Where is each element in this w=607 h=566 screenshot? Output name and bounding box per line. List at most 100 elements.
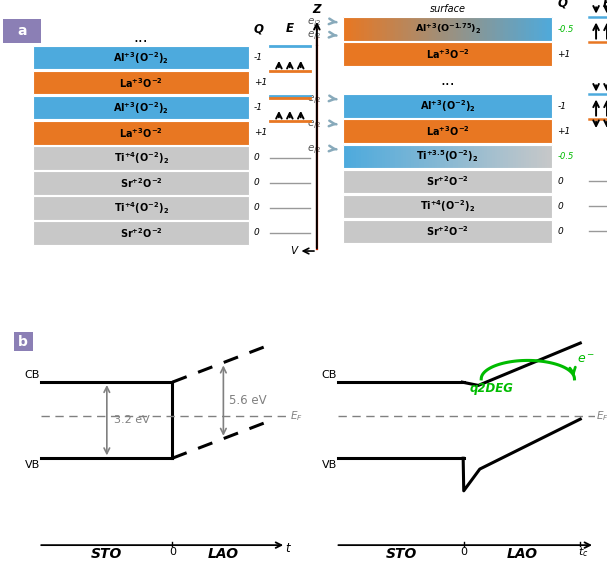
- Bar: [382, 18, 385, 41]
- Text: 0: 0: [254, 178, 259, 187]
- Bar: [364, 18, 367, 41]
- Text: VB: VB: [24, 460, 40, 470]
- Bar: [356, 144, 359, 168]
- Bar: [513, 144, 517, 168]
- Bar: [427, 18, 430, 41]
- Bar: [343, 18, 552, 41]
- Bar: [421, 18, 425, 41]
- Text: 0: 0: [254, 153, 259, 162]
- Text: -0.5: -0.5: [557, 152, 574, 161]
- Bar: [435, 18, 438, 41]
- Bar: [469, 18, 472, 41]
- Text: $E_F$: $E_F$: [596, 409, 607, 423]
- Bar: [409, 18, 412, 41]
- Bar: [33, 96, 249, 119]
- Bar: [503, 18, 506, 41]
- Text: Z: Z: [313, 3, 321, 16]
- Bar: [495, 144, 498, 168]
- Text: $e_{/2}$: $e_{/2}$: [307, 119, 322, 132]
- Bar: [427, 144, 430, 168]
- Bar: [406, 18, 409, 41]
- Bar: [432, 144, 435, 168]
- Bar: [33, 46, 249, 70]
- Bar: [521, 18, 524, 41]
- Bar: [461, 18, 464, 41]
- Bar: [448, 144, 451, 168]
- Bar: [495, 18, 498, 41]
- Bar: [476, 18, 480, 41]
- Bar: [351, 144, 354, 168]
- Text: $\mathregular{Ti^{+3.5}(O^{-2})_2}$: $\mathregular{Ti^{+3.5}(O^{-2})_2}$: [416, 148, 479, 164]
- Bar: [398, 144, 401, 168]
- Bar: [542, 18, 545, 41]
- Bar: [361, 18, 364, 41]
- Bar: [367, 144, 370, 168]
- Bar: [437, 18, 441, 41]
- Bar: [33, 146, 249, 170]
- Bar: [33, 121, 249, 144]
- Bar: [518, 18, 521, 41]
- Bar: [348, 18, 351, 41]
- Bar: [409, 144, 412, 168]
- Bar: [416, 18, 419, 41]
- Bar: [393, 18, 396, 41]
- Text: $\mathregular{Sr^{+2}O^{-2}}$: $\mathregular{Sr^{+2}O^{-2}}$: [426, 225, 469, 238]
- Text: +1: +1: [557, 127, 571, 136]
- Bar: [401, 18, 404, 41]
- Text: a: a: [17, 24, 27, 38]
- Bar: [429, 18, 433, 41]
- Bar: [471, 18, 475, 41]
- Text: 0: 0: [557, 202, 563, 211]
- Text: $\mathregular{Ti^{+4}(O^{-2})_2}$: $\mathregular{Ti^{+4}(O^{-2})_2}$: [114, 150, 169, 166]
- Text: $\mathregular{Ti^{+4}(O^{-2})_2}$: $\mathregular{Ti^{+4}(O^{-2})_2}$: [420, 199, 475, 215]
- Bar: [445, 18, 448, 41]
- Bar: [353, 144, 357, 168]
- Bar: [345, 18, 349, 41]
- Bar: [474, 144, 477, 168]
- Bar: [479, 18, 483, 41]
- Bar: [435, 144, 438, 168]
- Bar: [419, 144, 422, 168]
- Bar: [537, 144, 540, 168]
- Text: STO: STO: [91, 547, 123, 561]
- Bar: [532, 18, 535, 41]
- Bar: [364, 144, 367, 168]
- Bar: [406, 144, 409, 168]
- Text: $e_{/2}$: $e_{/2}$: [307, 30, 322, 43]
- Text: $\mathregular{La^{+3}O^{-2}}$: $\mathregular{La^{+3}O^{-2}}$: [426, 125, 470, 138]
- Bar: [544, 144, 548, 168]
- Bar: [3, 19, 41, 43]
- Bar: [489, 144, 493, 168]
- Bar: [33, 221, 249, 245]
- Bar: [33, 71, 249, 95]
- Text: +1: +1: [557, 50, 571, 59]
- Text: $\mathregular{La^{+3}O^{-2}}$: $\mathregular{La^{+3}O^{-2}}$: [426, 48, 470, 61]
- Bar: [369, 144, 372, 168]
- Bar: [440, 144, 443, 168]
- Text: $e^-$: $e^-$: [577, 353, 595, 366]
- Bar: [500, 144, 503, 168]
- Text: 0: 0: [557, 227, 563, 236]
- Bar: [458, 18, 461, 41]
- Text: 0: 0: [460, 547, 467, 556]
- Bar: [385, 18, 388, 41]
- Bar: [513, 18, 517, 41]
- Text: $e_{/2}$: $e_{/2}$: [307, 144, 322, 157]
- Text: $\mathregular{Ti^{+4}(O^{-2})_2}$: $\mathregular{Ti^{+4}(O^{-2})_2}$: [114, 200, 169, 216]
- Text: 5.6 eV: 5.6 eV: [229, 394, 267, 407]
- Bar: [343, 119, 552, 143]
- Bar: [429, 144, 433, 168]
- Bar: [443, 18, 446, 41]
- Text: $E_F$: $E_F$: [290, 409, 303, 423]
- Bar: [377, 18, 380, 41]
- Bar: [379, 144, 383, 168]
- Bar: [450, 18, 453, 41]
- Bar: [505, 144, 509, 168]
- Bar: [455, 18, 459, 41]
- Bar: [482, 18, 485, 41]
- Bar: [474, 18, 477, 41]
- Bar: [359, 18, 362, 41]
- Bar: [458, 144, 461, 168]
- Bar: [524, 18, 527, 41]
- Text: LAO: LAO: [208, 547, 239, 561]
